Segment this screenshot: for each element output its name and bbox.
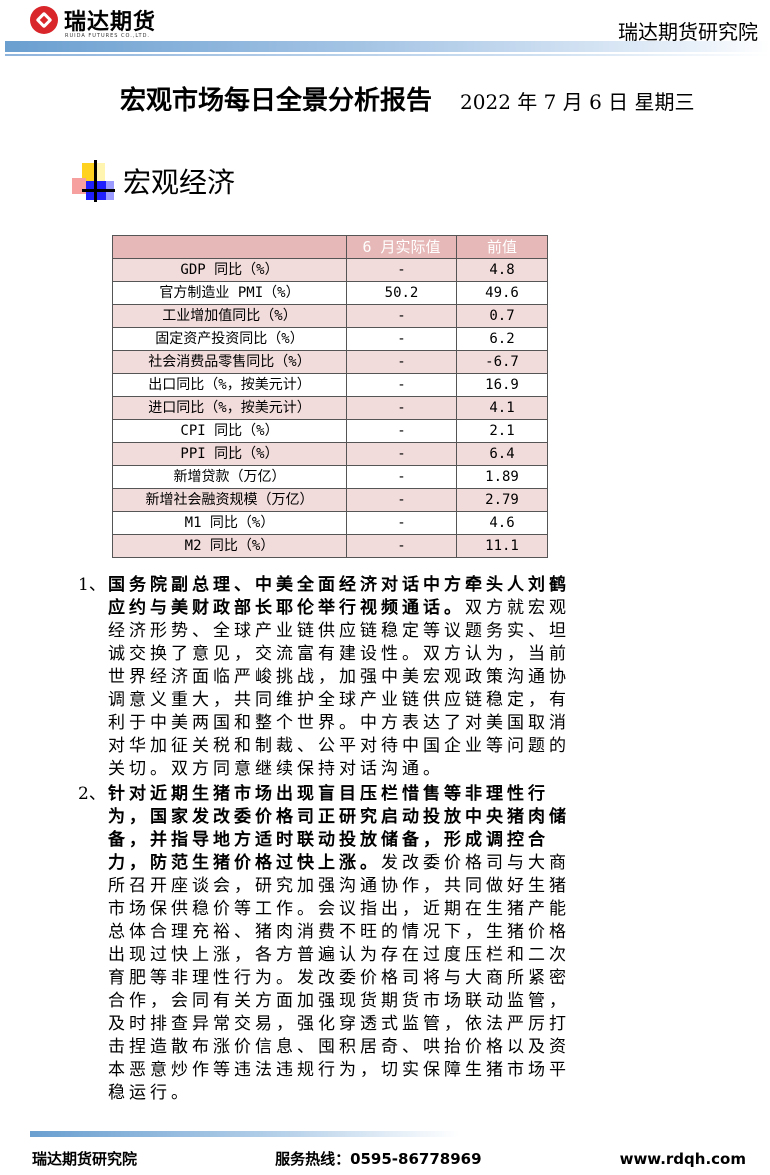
june-actual: - [346,373,457,397]
june-actual: - [346,419,457,443]
table-row: 社会消费品零售同比（%） - -6.7 [112,350,548,374]
header-bar [5,41,770,52]
previous-value: 1.89 [456,465,548,489]
june-actual: - [346,534,457,558]
table-row: 工业增加值同比（%） -0.7 [112,304,548,328]
indicator-name: CPI 同比（%） [112,419,347,443]
item-text: 国务院副总理、中美全面经济对话中方牵头人刘鹤应约与美财政部长耶伦举行视频通话。双… [108,574,583,781]
june-actual: - [346,258,457,282]
item-number: 1、 [78,575,106,595]
indicator-name: 官方制造业 PMI（%） [112,281,347,305]
news-item: 1、 国务院副总理、中美全面经济对话中方牵头人刘鹤应约与美财政部长耶伦举行视频通话… [78,574,598,781]
indicator-name: M2 同比（%） [112,534,347,558]
june-actual: - [346,304,457,328]
previous-value: 4.1 [456,396,548,420]
table-row: CPI 同比（%） -2.1 [112,419,548,443]
logo-subtitle: RUIDA FUTURES CO.,LTD. [65,33,151,39]
table-header-cell [112,235,347,259]
indicator-name: 固定资产投资同比（%） [112,327,347,351]
previous-value: 49.6 [456,281,548,305]
report-date: 2022 年 7 月 6 日 星期三 [460,90,695,114]
previous-value: 6.2 [456,327,548,351]
footer-bar [30,1131,460,1137]
page-header: 瑞达期货 RUIDA FUTURES CO.,LTD. 瑞达期货研究院 [0,0,770,60]
june-actual: 50.2 [346,281,457,305]
report-title: 宏观市场每日全景分析报告 [120,86,433,116]
table-header-row: 6 月实际值 前值 [112,235,548,259]
previous-value: 0.7 [456,304,548,328]
table-row: 出口同比（%，按美元计） -16.9 [112,373,548,397]
section-heading: 宏观经济 [70,160,770,205]
june-actual: - [346,488,457,512]
table-header-cell: 前值 [456,235,548,259]
indicator-name: PPI 同比（%） [112,442,347,466]
table-row: M1 同比（%） -4.6 [112,511,548,535]
june-actual: - [346,511,457,535]
item-number: 2、 [78,784,106,804]
previous-value: 4.6 [456,511,548,535]
indicator-name: 进口同比（%，按美元计） [112,396,347,420]
section-bullet-icon [72,160,115,202]
table-header-cell: 6 月实际值 [346,235,457,259]
item-text: 针对近期生猪市场出现盲目压栏惜售等非理性行为，国家发改委价格司正研究启动投放中央… [108,783,583,1105]
indicator-name: M1 同比（%） [112,511,347,535]
table-wrapper: 6 月实际值 前值 GDP 同比（%） -4.8 官方制造业 PMI（%） 50.2 49.… [112,235,770,558]
item-headline: 针对近期生猪市场出现盲目压栏惜售等非理性行为，国家发改委价格司正研究启动投放中央… [108,784,570,873]
june-actual: - [346,327,457,351]
indicator-name: 新增社会融资规模（万亿） [112,488,347,512]
header-line [5,54,770,56]
previous-value: 4.8 [456,258,548,282]
june-actual: - [346,442,457,466]
table-row: M2 同比（%） -11.1 [112,534,548,558]
table-row: 官方制造业 PMI（%） 50.2 49.6 [112,281,548,305]
indicator-name: GDP 同比（%） [112,258,347,282]
table-row: GDP 同比（%） -4.8 [112,258,548,282]
previous-value: 2.1 [456,419,548,443]
indicator-name: 出口同比（%，按美元计） [112,373,347,397]
header-org: 瑞达期货研究院 [618,20,758,44]
footer-org: 瑞达期货研究院 [32,1150,138,1168]
june-actual: - [346,350,457,374]
table-row: 固定资产投资同比（%） -6.2 [112,327,548,351]
section-title: 宏观经济 [123,165,236,199]
indicator-name: 工业增加值同比（%） [112,304,347,328]
previous-value: 16.9 [456,373,548,397]
item-body: 发改委价格司与大商所召开座谈会，研究加强沟通协作，共同做好生猪市场保供稳价等工作… [108,853,570,1103]
june-actual: - [346,396,457,420]
title-row: 宏观市场每日全景分析报告 2022 年 7 月 6 日 星期三 [120,84,756,118]
logo-text: 瑞达期货 [64,10,157,35]
item-body: 双方就宏观经济形势、全球产业链供应链稳定等议题务实、坦诚交换了意见，交流富有建设… [108,598,570,779]
indicator-name: 新增贷款（万亿） [112,465,347,489]
news-item: 2、 针对近期生猪市场出现盲目压栏惜售等非理性行为，国家发改委价格司正研究启动投放… [78,783,598,1105]
previous-value: -6.7 [456,350,548,374]
logo-mark-icon [30,6,58,34]
item-headline: 国务院副总理、中美全面经济对话中方牵头人刘鹤应约与美财政部长耶伦举行视频通话。 [108,575,570,618]
table-row: 进口同比（%，按美元计） -4.1 [112,396,548,420]
previous-value: 6.4 [456,442,548,466]
footer-hotline: 服务热线：0595-86778969 [275,1150,482,1168]
june-actual: - [346,465,457,489]
table-row: PPI 同比（%） -6.4 [112,442,548,466]
macro-indicator-table: 6 月实际值 前值 GDP 同比（%） -4.8 官方制造业 PMI（%） 50.2 49.… [112,235,548,558]
table-row: 新增贷款（万亿） -1.89 [112,465,548,489]
footer-row: 瑞达期货研究院 服务热线：0595-86778969 www.rdqh.com [32,1149,746,1169]
news-list: 1、 国务院副总理、中美全面经济对话中方牵头人刘鹤应约与美财政部长耶伦举行视频通话… [78,574,598,1107]
indicator-name: 社会消费品零售同比（%） [112,350,347,374]
previous-value: 11.1 [456,534,548,558]
previous-value: 2.79 [456,488,548,512]
company-logo: 瑞达期货 RUIDA FUTURES CO.,LTD. [30,4,180,42]
footer-website[interactable]: www.rdqh.com [619,1150,746,1168]
table-row: 新增社会融资规模（万亿） -2.79 [112,488,548,512]
page-footer: 瑞达期货研究院 服务热线：0595-86778969 www.rdqh.com [0,1107,770,1175]
